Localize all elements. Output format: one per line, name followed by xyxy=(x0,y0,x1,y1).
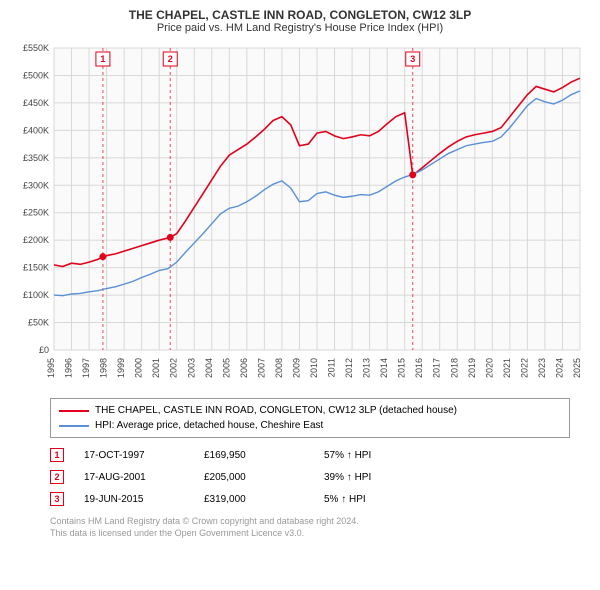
svg-text:1: 1 xyxy=(100,54,105,64)
svg-text:£0: £0 xyxy=(39,345,49,355)
event-row: 2 17-AUG-2001 £205,000 39% ↑ HPI xyxy=(50,466,570,488)
chart-subtitle: Price paid vs. HM Land Registry's House … xyxy=(10,22,590,34)
event-delta: 39% ↑ HPI xyxy=(324,472,424,483)
svg-text:£50K: £50K xyxy=(28,318,49,328)
legend: THE CHAPEL, CASTLE INN ROAD, CONGLETON, … xyxy=(50,398,570,438)
event-row: 3 19-JUN-2015 £319,000 5% ↑ HPI xyxy=(50,488,570,510)
legend-label: HPI: Average price, detached house, Ches… xyxy=(95,420,323,431)
svg-text:2005: 2005 xyxy=(221,358,231,378)
chart-svg: £0 £50K £100K £150K £200K £250K £300K £350K £400… xyxy=(10,40,590,390)
svg-text:2009: 2009 xyxy=(291,358,301,378)
svg-text:1995: 1995 xyxy=(46,358,56,378)
svg-text:1999: 1999 xyxy=(116,358,126,378)
svg-text:2004: 2004 xyxy=(204,358,214,378)
svg-text:2023: 2023 xyxy=(537,358,547,378)
svg-text:3: 3 xyxy=(410,54,415,64)
event-price: £319,000 xyxy=(204,494,304,505)
svg-text:2007: 2007 xyxy=(256,358,266,378)
chart-container: THE CHAPEL, CASTLE INN ROAD, CONGLETON, … xyxy=(0,0,600,547)
svg-text:£300K: £300K xyxy=(23,180,49,190)
event-date: 17-AUG-2001 xyxy=(84,472,184,483)
legend-row: HPI: Average price, detached house, Ches… xyxy=(59,418,561,433)
attribution-footer: Contains HM Land Registry data © Crown c… xyxy=(50,516,570,539)
event-delta: 57% ↑ HPI xyxy=(324,450,424,461)
svg-text:£500K: £500K xyxy=(23,70,49,80)
legend-swatch xyxy=(59,410,89,412)
event-price: £169,950 xyxy=(204,450,304,461)
svg-text:2008: 2008 xyxy=(274,358,284,378)
svg-text:2011: 2011 xyxy=(327,358,337,377)
event-price: £205,000 xyxy=(204,472,304,483)
svg-text:2022: 2022 xyxy=(519,358,529,378)
svg-text:2018: 2018 xyxy=(449,358,459,378)
footer-line-2: This data is licensed under the Open Gov… xyxy=(50,528,570,540)
svg-text:1998: 1998 xyxy=(99,358,109,378)
svg-text:2000: 2000 xyxy=(134,358,144,378)
svg-text:2003: 2003 xyxy=(186,358,196,378)
footer-line-1: Contains HM Land Registry data © Crown c… xyxy=(50,516,570,528)
svg-text:2014: 2014 xyxy=(379,358,389,378)
svg-text:£350K: £350K xyxy=(23,153,49,163)
svg-text:2002: 2002 xyxy=(169,358,179,378)
svg-text:£400K: £400K xyxy=(23,125,49,135)
svg-text:2015: 2015 xyxy=(397,358,407,378)
svg-text:2012: 2012 xyxy=(344,358,354,378)
svg-text:2013: 2013 xyxy=(362,358,372,378)
svg-text:£450K: £450K xyxy=(23,98,49,108)
event-marker-icon: 2 xyxy=(50,470,64,484)
chart-plot-area: £0 £50K £100K £150K £200K £250K £300K £350K £400… xyxy=(10,40,590,390)
svg-text:£150K: £150K xyxy=(23,263,49,273)
event-marker-icon: 3 xyxy=(50,492,64,506)
svg-text:1997: 1997 xyxy=(81,358,91,378)
event-marker-icon: 1 xyxy=(50,448,64,462)
svg-text:2001: 2001 xyxy=(151,358,161,378)
svg-text:2020: 2020 xyxy=(484,358,494,378)
chart-title: THE CHAPEL, CASTLE INN ROAD, CONGLETON, … xyxy=(10,8,590,22)
svg-text:2016: 2016 xyxy=(414,358,424,378)
svg-text:£200K: £200K xyxy=(23,235,49,245)
events-table: 1 17-OCT-1997 £169,950 57% ↑ HPI 2 17-AUG-200… xyxy=(50,444,570,510)
event-date: 17-OCT-1997 xyxy=(84,450,184,461)
svg-text:2024: 2024 xyxy=(554,358,564,378)
legend-label: THE CHAPEL, CASTLE INN ROAD, CONGLETON, … xyxy=(95,405,457,416)
svg-text:£100K: £100K xyxy=(23,290,49,300)
svg-text:1996: 1996 xyxy=(64,358,74,378)
event-delta: 5% ↑ HPI xyxy=(324,494,424,505)
svg-text:2006: 2006 xyxy=(239,358,249,378)
svg-text:2: 2 xyxy=(168,54,173,64)
legend-swatch xyxy=(59,425,89,427)
event-row: 1 17-OCT-1997 £169,950 57% ↑ HPI xyxy=(50,444,570,466)
svg-text:2021: 2021 xyxy=(502,358,512,378)
legend-row: THE CHAPEL, CASTLE INN ROAD, CONGLETON, … xyxy=(59,403,561,418)
svg-text:2010: 2010 xyxy=(309,358,319,378)
event-date: 19-JUN-2015 xyxy=(84,494,184,505)
svg-text:2017: 2017 xyxy=(432,358,442,378)
svg-text:£250K: £250K xyxy=(23,208,49,218)
svg-text:2025: 2025 xyxy=(572,358,582,378)
svg-text:2019: 2019 xyxy=(467,358,477,378)
svg-text:£550K: £550K xyxy=(23,43,49,53)
